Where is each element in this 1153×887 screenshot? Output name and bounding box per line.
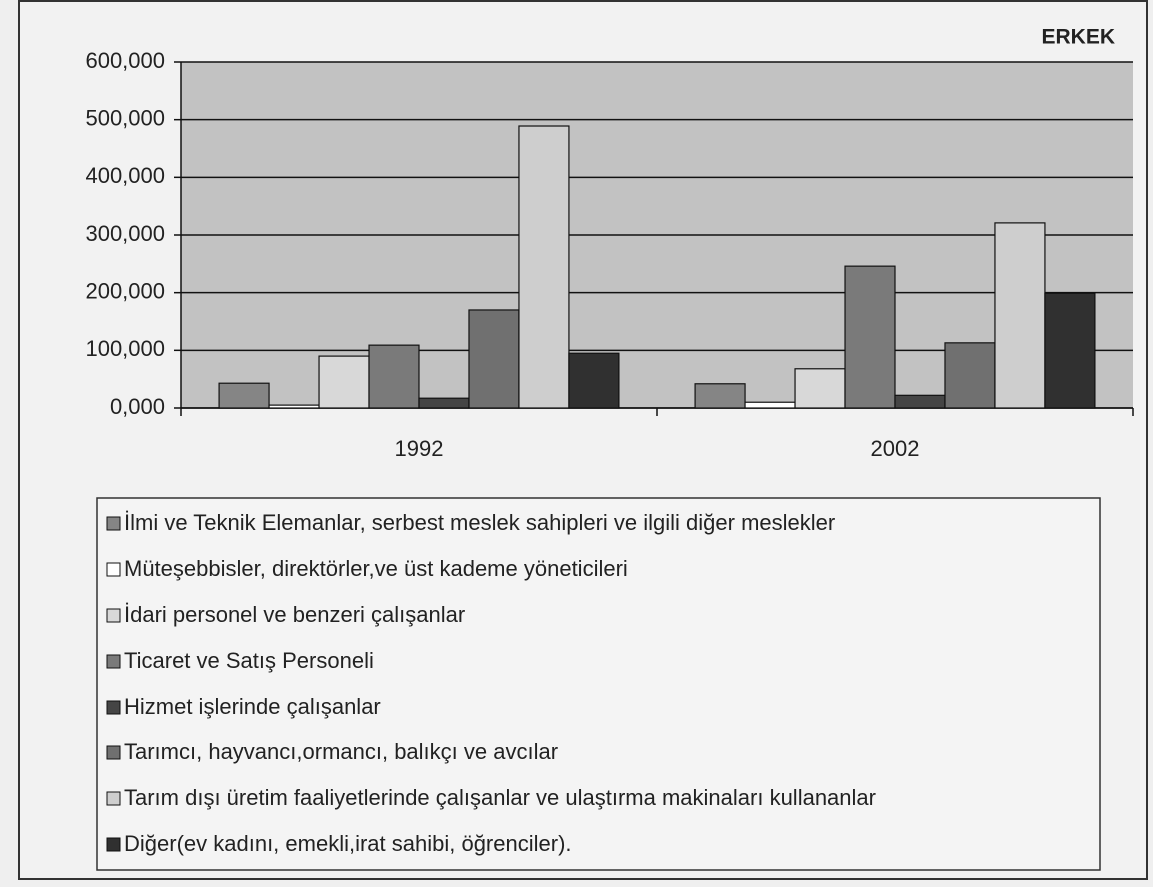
bar [268, 404, 320, 409]
legend-swatch [106, 608, 121, 623]
legend-swatch [106, 654, 121, 669]
y-tick-label: 0,000 [110, 394, 165, 419]
bar [518, 125, 570, 409]
x-tick-label: 1992 [395, 436, 444, 461]
y-tick-label: 400,000 [85, 163, 165, 188]
bar [744, 401, 796, 409]
bar [418, 397, 470, 409]
legend-swatch [106, 745, 121, 760]
legend-swatch [106, 791, 121, 806]
bar [368, 344, 420, 409]
y-tick-label: 500,000 [85, 105, 165, 130]
bar [1044, 292, 1096, 409]
bar [944, 342, 996, 409]
bar [794, 368, 846, 409]
bar [568, 352, 620, 409]
legend-label: Tarım dışı üretim faaliyetlerinde çalışa… [124, 785, 876, 810]
x-tick-label: 2002 [871, 436, 920, 461]
legend-label: Diğer(ev kadını, emekli,irat sahibi, öğr… [124, 831, 572, 856]
legend-swatch [106, 700, 121, 715]
legend-box [96, 497, 1101, 871]
y-tick-label: 600,000 [85, 48, 165, 73]
bar [844, 265, 896, 409]
legend-swatch [106, 837, 121, 852]
legend-label: Hizmet işlerinde çalışanlar [124, 694, 381, 719]
legend-label: Müteşebbisler, direktörler,ve üst kademe… [124, 556, 628, 581]
legend-label: İlmi ve Teknik Elemanlar, serbest meslek… [124, 510, 835, 535]
chart-title: ERKEK [1041, 26, 1115, 49]
bar [218, 382, 270, 409]
bar [694, 383, 746, 409]
y-tick-label: 200,000 [85, 278, 165, 303]
legend-swatch [106, 562, 121, 577]
y-tick-label: 300,000 [85, 221, 165, 246]
legend-label: Tarımcı, hayvancı,ormancı, balıkçı ve av… [124, 739, 558, 764]
bar [468, 309, 520, 409]
bar [994, 222, 1046, 409]
legend-label: Ticaret ve Satış Personeli [124, 648, 374, 673]
bar [894, 394, 946, 409]
y-tick-label: 100,000 [85, 336, 165, 361]
legend-label: İdari personel ve benzeri çalışanlar [124, 602, 465, 627]
legend-swatch [106, 516, 121, 531]
bar [318, 355, 370, 409]
